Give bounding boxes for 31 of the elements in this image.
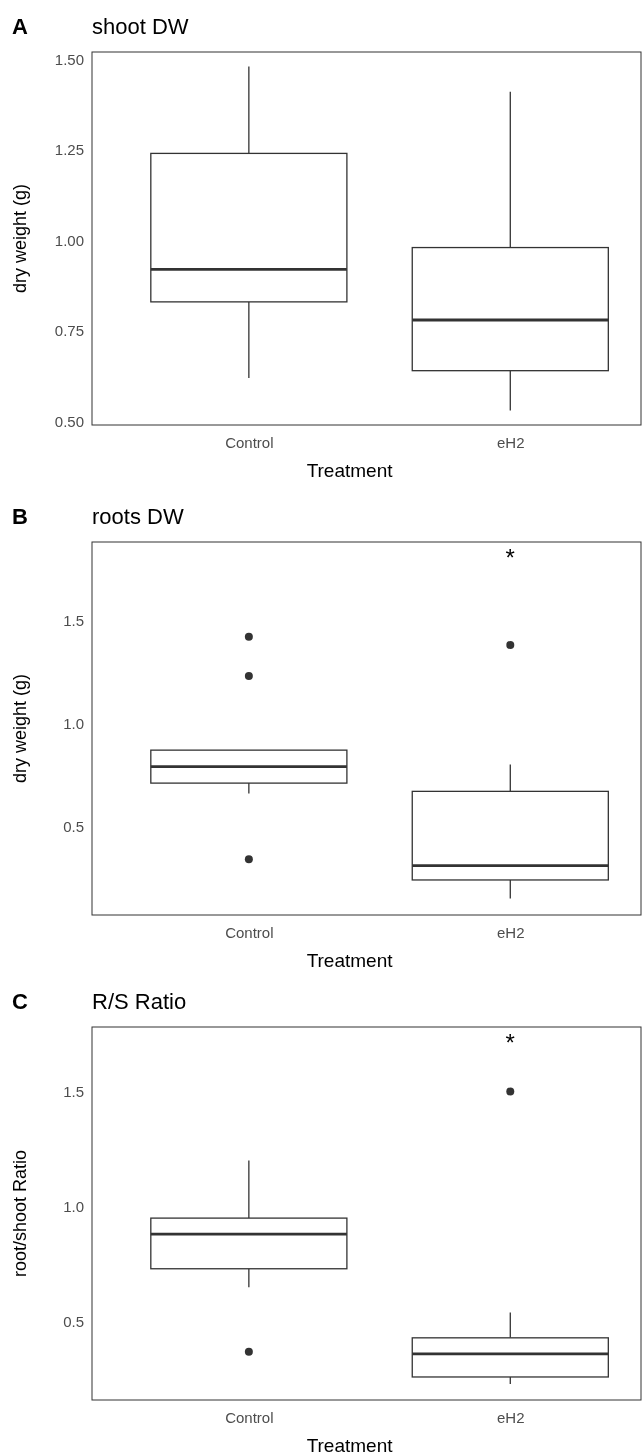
annotation: * <box>505 1029 515 1056</box>
chart-title: R/S Ratio <box>92 989 187 1014</box>
annotation: * <box>505 544 515 571</box>
x-axis-title: Treatment <box>306 1435 394 1452</box>
text: B <box>12 504 28 529</box>
y-axis-title: root/shoot Ratio <box>10 1149 30 1278</box>
y-tick-label: 0.5 <box>63 817 84 835</box>
x-tick-label: Control <box>225 433 274 451</box>
y-tick-label: 1.0 <box>63 714 84 732</box>
y-axis-title: dry weight (g) <box>10 673 30 784</box>
text: C <box>12 989 28 1014</box>
x-axis-title: Treatment <box>306 950 394 971</box>
y-tick-label: 1.0 <box>63 1197 84 1215</box>
x-tick-label: eH2 <box>497 433 525 451</box>
x-axis-title: Treatment <box>306 460 394 481</box>
y-tick-label: 1.00 <box>54 231 84 249</box>
chart-title: shoot DW <box>92 14 189 39</box>
x-tick-label: Control <box>225 1408 274 1426</box>
y-tick-label: 1.25 <box>54 141 84 159</box>
y-tick-label: 1.50 <box>54 50 84 68</box>
text: A <box>12 14 28 39</box>
chart-title: roots DW <box>92 504 184 529</box>
x-tick-label: eH2 <box>497 923 525 941</box>
y-axis-title: dry weight (g) <box>10 183 30 294</box>
y-tick-label: 1.5 <box>63 611 84 629</box>
y-tick-label: 0.5 <box>63 1313 84 1331</box>
x-tick-label: Control <box>225 923 274 941</box>
x-tick-label: eH2 <box>497 1408 525 1426</box>
y-tick-label: 1.5 <box>63 1082 84 1100</box>
y-tick-label: 0.50 <box>54 412 84 430</box>
y-tick-label: 0.75 <box>54 322 84 340</box>
